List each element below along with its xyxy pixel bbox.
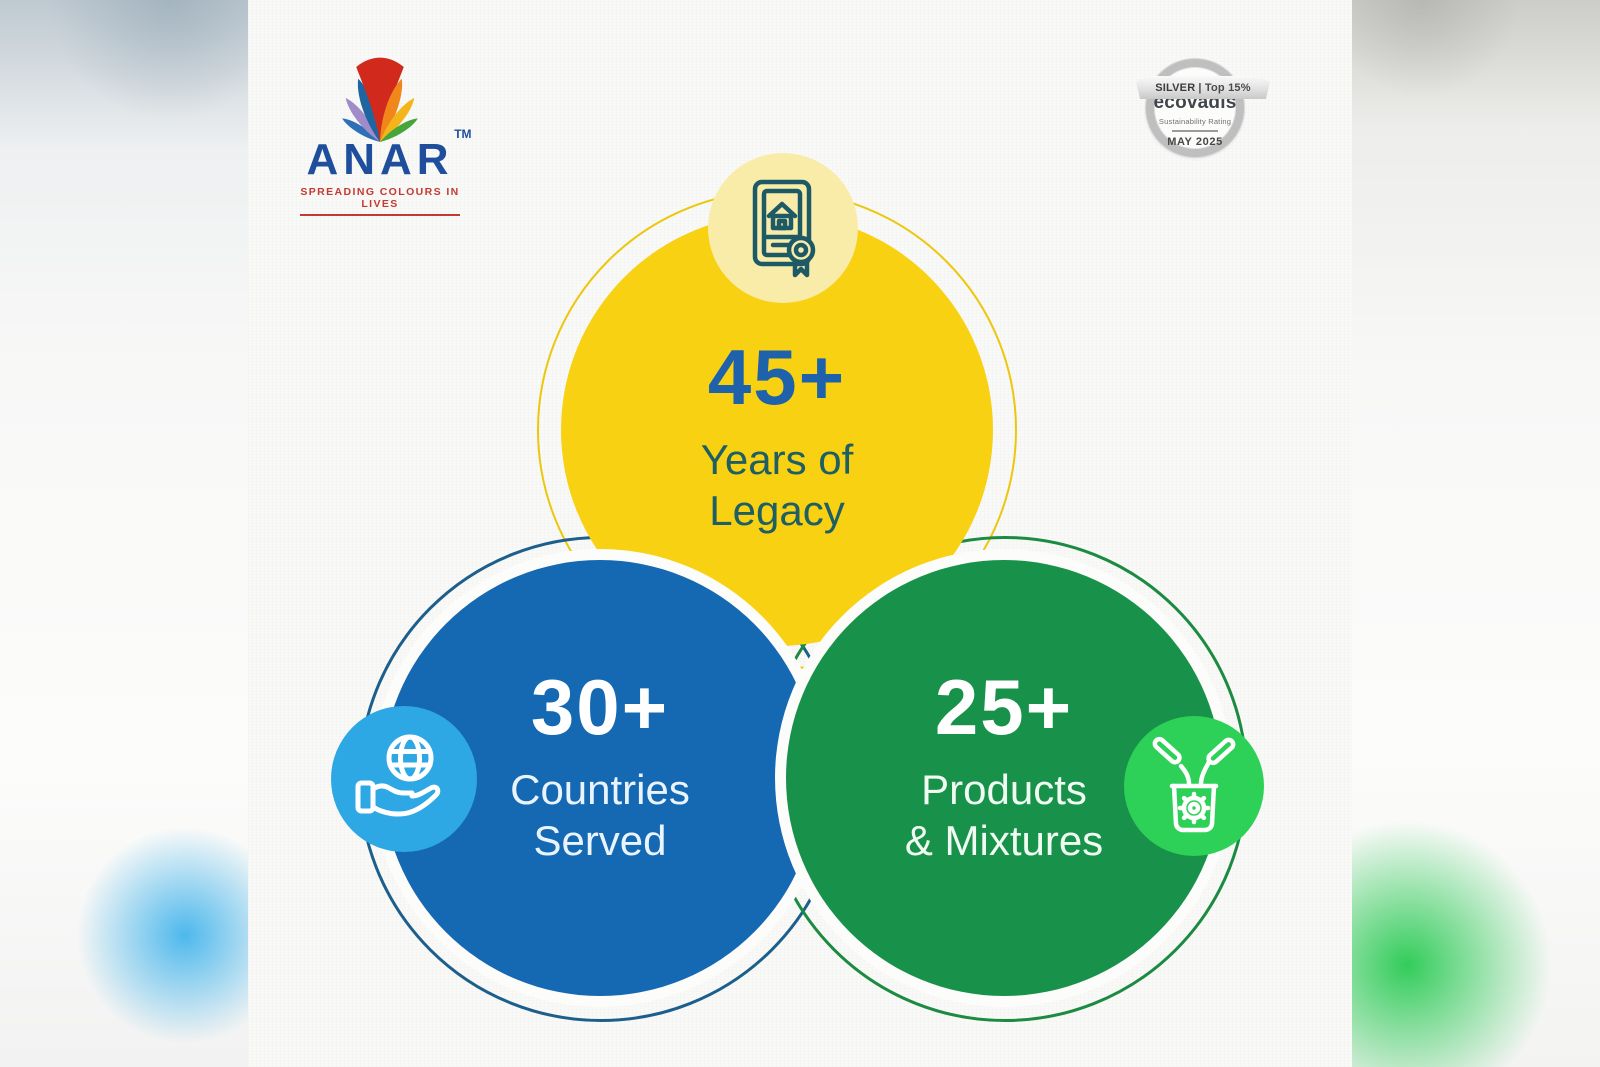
stat-label-line: Products: [921, 766, 1087, 813]
stat-label: Countries Served: [384, 764, 816, 866]
stat-years-of-legacy: 45+ Years of Legacy: [561, 338, 993, 536]
certificate-icon: [733, 176, 833, 280]
globe-hand-badge: [331, 706, 477, 852]
ecovadis-ribbon-banner: SILVER | Top 15%: [1136, 76, 1270, 99]
logo-tagline: SPREADING COLOURS IN LIVES: [300, 186, 460, 216]
stat-label-line: Served: [533, 817, 667, 865]
stat-products-mixtures: 25+ Products & Mixtures: [788, 668, 1220, 866]
mixture-badge: [1124, 716, 1264, 856]
anar-logo: ANAR TM SPREADING COLOURS IN LIVES: [300, 26, 472, 216]
stat-value: 25+: [934, 663, 1074, 751]
mixture-bucket-icon: [1145, 736, 1243, 836]
ecovadis-tier-suffix: | Top 15%: [1198, 81, 1251, 94]
stat-label-line: Legacy: [709, 487, 845, 535]
stat-label: Years of Legacy: [561, 434, 993, 536]
certificate-badge: [708, 153, 858, 303]
stat-label-line: Countries: [510, 766, 690, 813]
trademark-symbol: TM: [454, 127, 472, 141]
globe-in-hand-icon: [352, 727, 456, 831]
stat-label: Products & Mixtures: [788, 764, 1220, 866]
ecovadis-date: MAY 2025: [1167, 136, 1223, 148]
ecovadis-medal: ecovadis Sustainability Rating MAY 2025 …: [1136, 56, 1270, 182]
stat-label-line: & Mixtures: [904, 817, 1104, 865]
logo-wordmark: ANAR TM: [306, 127, 472, 184]
stat-value: 30+: [530, 663, 670, 751]
ecovadis-tier: SILVER: [1155, 81, 1196, 94]
ecovadis-medal-circle: ecovadis Sustainability Rating MAY 2025: [1146, 59, 1244, 157]
stat-label-line: Years of: [700, 436, 854, 483]
stat-countries-served: 30+ Countries Served: [384, 668, 816, 866]
ecovadis-subtitle: Sustainability Rating: [1158, 117, 1232, 126]
right-blur-panel: [1352, 0, 1600, 1067]
ecovadis-divider: [1172, 130, 1218, 132]
stat-value: 45+: [707, 333, 847, 421]
logo-petals-icon: [342, 57, 418, 142]
left-blur-panel: [0, 0, 248, 1067]
